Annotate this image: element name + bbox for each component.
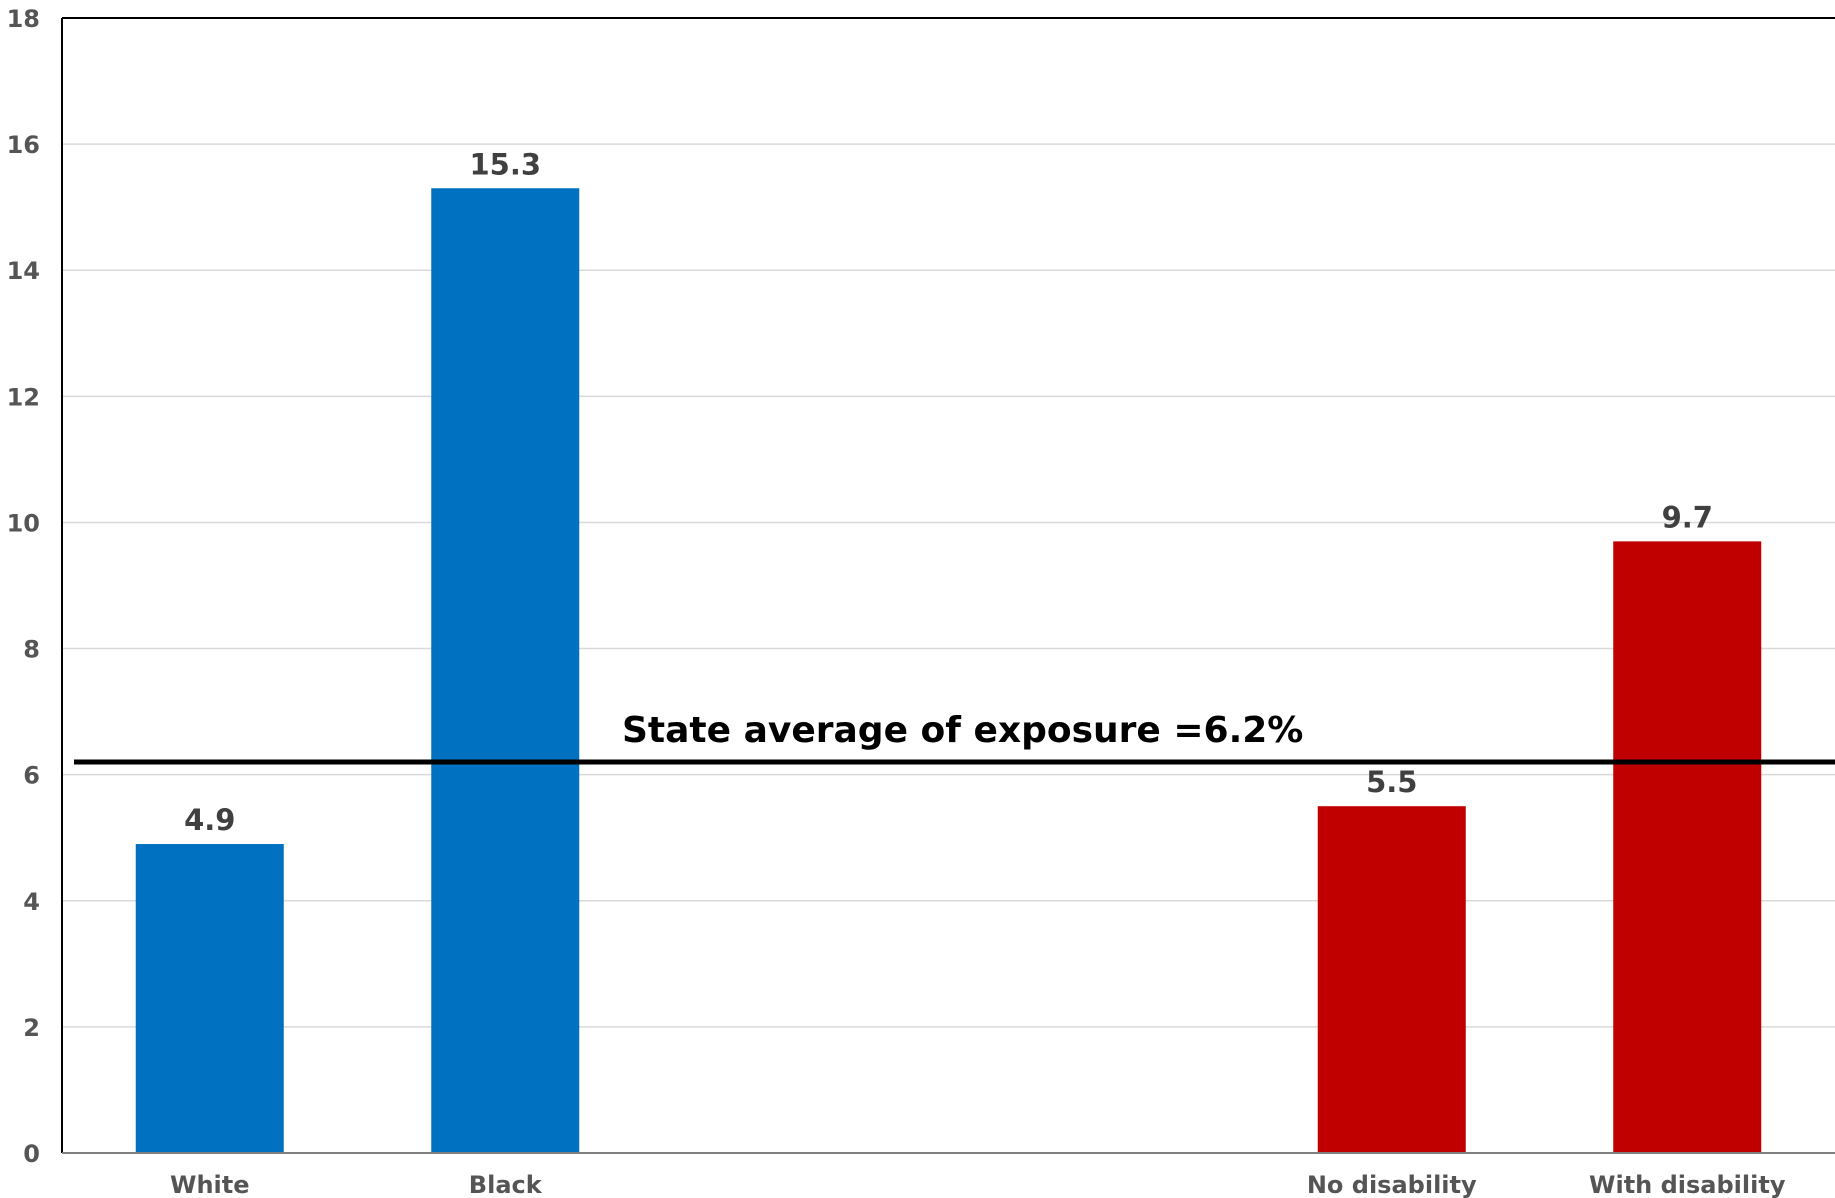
bar	[1613, 541, 1762, 1153]
data-label: 15.3	[469, 147, 541, 181]
reference-line-group: State average of exposure =6.2%	[74, 710, 1835, 765]
y-tick-label: 18	[7, 5, 40, 33]
x-category-label: With disability	[1589, 1171, 1786, 1198]
data-label: 4.9	[184, 803, 235, 837]
data-labels: 4.9 15.3 5.5 9.7	[184, 147, 1713, 837]
bar	[135, 844, 284, 1153]
y-tick-label: 2	[23, 1014, 40, 1042]
x-category-label: White	[170, 1171, 250, 1198]
axes	[61, 17, 1835, 1154]
data-label: 5.5	[1366, 765, 1417, 799]
y-tick-label: 6	[23, 762, 40, 790]
data-label: 9.7	[1662, 500, 1713, 534]
reference-line-label: State average of exposure =6.2%	[622, 710, 1303, 751]
y-tick-label: 10	[7, 509, 40, 537]
y-tick-label: 8	[23, 636, 40, 664]
y-tick-label: 16	[7, 131, 40, 159]
bar	[1317, 806, 1466, 1153]
bars	[135, 188, 1762, 1153]
gridlines	[62, 17, 1835, 1028]
x-category-label: Black	[469, 1171, 543, 1198]
y-axis-ticks: 0 2 4 6 8 10 12 14 16 18	[7, 5, 40, 1168]
y-tick-label: 0	[23, 1140, 40, 1168]
x-category-label: No disability	[1307, 1171, 1477, 1198]
x-axis-categories: White Black No disability With disability	[170, 1171, 1786, 1198]
bar	[431, 188, 580, 1153]
y-tick-label: 4	[23, 888, 40, 916]
y-tick-label: 12	[7, 383, 40, 411]
y-tick-label: 14	[7, 257, 40, 285]
